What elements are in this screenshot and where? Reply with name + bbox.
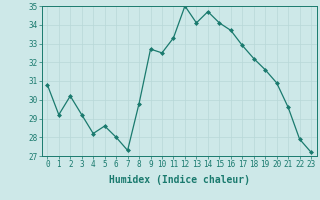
- X-axis label: Humidex (Indice chaleur): Humidex (Indice chaleur): [109, 175, 250, 185]
